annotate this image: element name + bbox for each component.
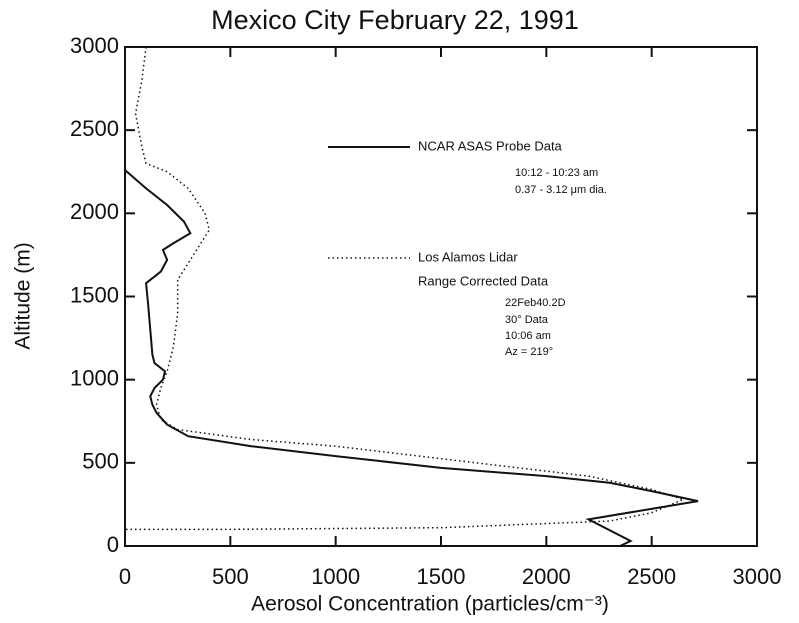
y-tick-label: 0 xyxy=(107,532,119,557)
x-tick-label: 1500 xyxy=(417,564,466,589)
y-tick-label: 3000 xyxy=(70,33,119,58)
series-line xyxy=(125,46,686,531)
y-axis-label: Altitude (m) xyxy=(12,242,35,349)
annotation: 22Feb40.2D xyxy=(505,297,566,309)
annotation: Range Corrected Data xyxy=(418,273,549,288)
legend-label: Los Alamos Lidar xyxy=(418,249,518,264)
annotation: 10:06 am xyxy=(505,330,551,342)
y-tick-label: 2500 xyxy=(70,116,119,141)
y-tick-label: 2000 xyxy=(70,199,119,224)
x-tick-label: 0 xyxy=(119,564,131,589)
x-tick-label: 500 xyxy=(212,564,249,589)
chart-title: Mexico City February 22, 1991 xyxy=(211,5,579,35)
x-axis-label: Aerosol Concentration (particles/cm⁻³) xyxy=(251,593,609,616)
series-line xyxy=(124,169,699,547)
y-tick-label: 1500 xyxy=(70,282,119,307)
x-tick-label: 1000 xyxy=(311,564,360,589)
legend-label: NCAR ASAS Probe Data xyxy=(418,138,563,153)
annotation: 0.37 - 3.12 μm dia. xyxy=(515,184,607,196)
annotation: Az = 219° xyxy=(505,346,553,358)
y-tick-label: 500 xyxy=(82,449,119,474)
x-tick-label: 2000 xyxy=(522,564,571,589)
annotation: 30° Data xyxy=(505,314,549,326)
plot-frame xyxy=(124,46,758,547)
annotation: 10:12 - 10:23 am xyxy=(515,167,598,179)
y-tick-label: 1000 xyxy=(70,365,119,390)
x-tick-label: 2500 xyxy=(627,564,676,589)
x-tick-label: 3000 xyxy=(733,564,782,589)
